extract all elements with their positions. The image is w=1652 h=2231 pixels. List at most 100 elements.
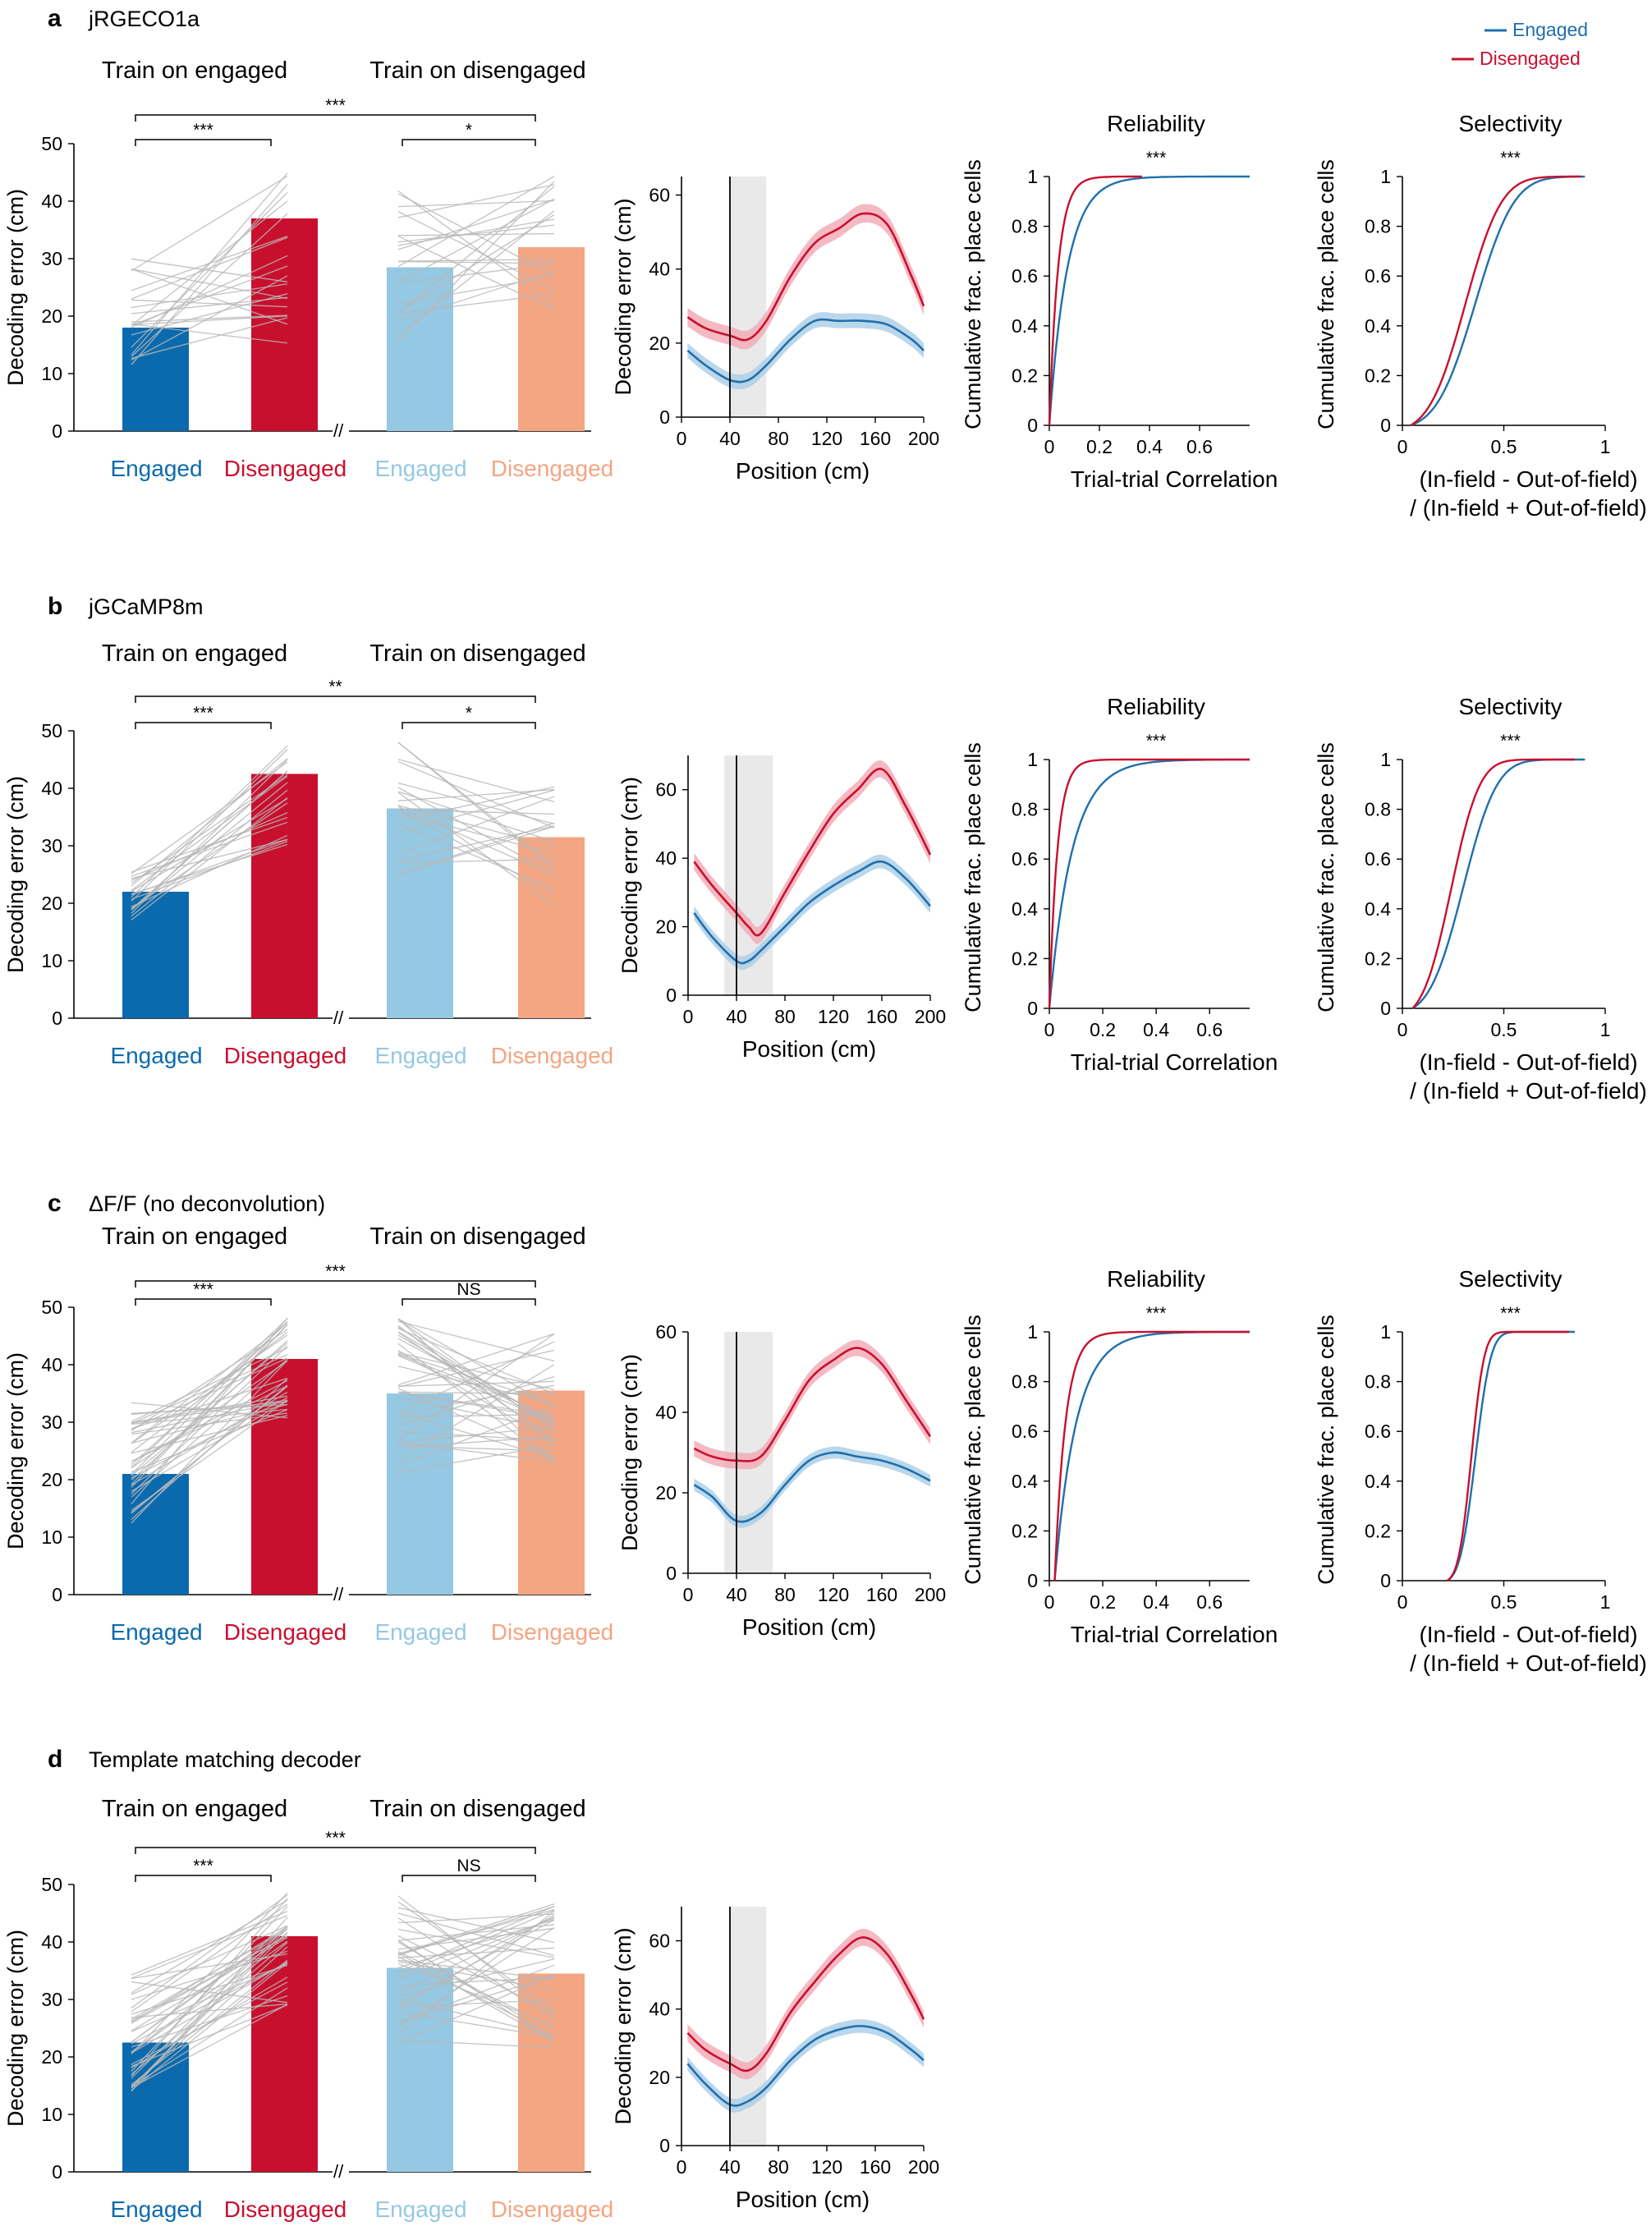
group-label-train-disengaged: Train on disengaged xyxy=(369,640,585,667)
significance-bracket xyxy=(135,722,272,729)
chart-title: Selectivity xyxy=(1458,694,1562,719)
paired-line xyxy=(397,275,555,305)
selectivity-chart: 0 0.2 0.4 0.6 0.8 1 0 0.5 1 Selectivity *** Cumulat… xyxy=(1314,1266,1647,1676)
paired-line xyxy=(131,1415,288,1454)
y-axis-label: Cumulative frac. place cells xyxy=(961,742,985,1012)
y-tick-label: 0.6 xyxy=(1365,1421,1391,1442)
paired-line xyxy=(397,1947,555,1958)
paired-line xyxy=(397,1413,555,1418)
significance-bracket xyxy=(135,1298,272,1306)
paired-line xyxy=(397,1349,555,1444)
significance-label: *** xyxy=(193,704,213,723)
x-tick-label: 80 xyxy=(768,2156,789,2178)
panel-title: Template matching decoder xyxy=(89,1747,361,1772)
x-tick-label: 0.5 xyxy=(1491,436,1517,457)
y-tick-label: 0.4 xyxy=(1365,315,1391,337)
paired-line xyxy=(397,198,555,283)
y-tick-label: 10 xyxy=(41,363,62,384)
axis-break: // xyxy=(333,1584,344,1604)
paired-line xyxy=(131,802,288,909)
significance-bracket xyxy=(402,722,536,729)
significance-bracket xyxy=(135,695,536,703)
paired-line xyxy=(397,823,555,889)
group-label-train-disengaged: Train on disengaged xyxy=(369,1796,585,1822)
panel-title: jRGECO1a xyxy=(88,7,200,31)
paired-line xyxy=(131,236,288,300)
paired-line xyxy=(397,1964,555,2023)
paired-line xyxy=(131,299,288,308)
significance-label: *** xyxy=(1500,732,1521,751)
significance-bracket xyxy=(135,114,536,122)
y-tick-label: 0.6 xyxy=(1012,265,1038,287)
paired-line xyxy=(131,1324,288,1485)
x-tick-label: 80 xyxy=(774,1584,796,1605)
x-tick-label: 0 xyxy=(1397,1591,1408,1613)
cdf-line-engaged xyxy=(1446,1330,1575,1582)
error-band-disengaged xyxy=(687,1929,924,2080)
paired-line xyxy=(397,1430,555,1442)
paired-line xyxy=(131,1331,288,1453)
x-tick-label: 0.2 xyxy=(1090,1019,1116,1040)
paired-line xyxy=(131,1378,288,1521)
x-tick-label: 0 xyxy=(1397,1019,1408,1040)
y-tick-label: 40 xyxy=(41,1931,62,1953)
x-tick-label: 0.6 xyxy=(1196,1019,1223,1040)
paired-line xyxy=(131,1894,288,2008)
paired-line xyxy=(397,259,555,262)
paired-line xyxy=(397,1435,555,1448)
x-tick-label: 160 xyxy=(860,2156,891,2178)
paired-line xyxy=(131,1318,288,1468)
paired-line xyxy=(397,1927,555,1950)
x-tick-label: 40 xyxy=(719,2156,741,2178)
group-label-train-engaged: Train on engaged xyxy=(102,57,287,84)
paired-line xyxy=(131,265,288,326)
x-tick-label: 0.4 xyxy=(1143,1019,1169,1040)
category-label: Disengaged xyxy=(224,1619,346,1645)
x-tick-label: 0 xyxy=(1044,1591,1055,1613)
x-axis-label: (In-field - Out-of-field) xyxy=(1419,1622,1637,1647)
reliability-chart: 0 0.2 0.4 0.6 0.8 1 0 0.2 0.4 0.6 Reliability *** Cu… xyxy=(961,1266,1278,1647)
paired-line xyxy=(131,1964,288,2015)
series-line-disengaged xyxy=(693,1347,932,1462)
y-tick-label: 20 xyxy=(649,2067,670,2088)
paired-line xyxy=(131,1399,288,1492)
paired-line xyxy=(397,1375,555,1427)
y-tick-label: 40 xyxy=(41,778,62,799)
paired-line xyxy=(397,1913,555,1924)
x-tick-label: 160 xyxy=(860,428,891,449)
paired-line xyxy=(131,1379,288,1462)
group-label-train-disengaged: Train on disengaged xyxy=(369,57,585,84)
category-label: Engaged xyxy=(374,1619,466,1645)
paired-line xyxy=(131,172,288,356)
x-tick-label: 0.4 xyxy=(1136,436,1163,457)
paired-line xyxy=(131,1987,288,2087)
paired-line xyxy=(397,1916,555,1993)
y-tick-label: 0 xyxy=(666,1563,677,1584)
x-axis-label-2: / (In-field + Out-of-field) xyxy=(1410,1078,1647,1104)
bar-engaged-train-disengaged xyxy=(387,808,453,1018)
y-tick-label: 10 xyxy=(41,950,62,971)
y-tick-label: 0.8 xyxy=(1365,1371,1391,1393)
x-tick-label: 0 xyxy=(1397,436,1408,457)
y-tick-label: 1 xyxy=(1380,166,1391,187)
panel-title: ΔF/F (no deconvolution) xyxy=(89,1191,325,1216)
x-tick-label: 160 xyxy=(866,1006,897,1027)
series-line-disengaged xyxy=(686,1936,925,2073)
x-tick-label: 0.4 xyxy=(1143,1591,1169,1613)
category-label: Engaged xyxy=(374,1043,466,1068)
x-tick-label: 0.2 xyxy=(1090,1591,1116,1613)
paired-line xyxy=(131,2004,288,2067)
paired-line xyxy=(397,1999,555,2008)
paired-line xyxy=(397,1318,555,1408)
y-tick-label: 0.2 xyxy=(1012,1520,1038,1541)
x-axis-label: Trial-trial Correlation xyxy=(1071,466,1278,492)
bar-chart: 0 10 20 30 40 50 // Decoding error (cm) Engaged D… xyxy=(3,640,613,1068)
paired-line xyxy=(397,825,555,861)
y-tick-label: 0.8 xyxy=(1365,216,1391,237)
paired-line xyxy=(397,1333,555,1386)
category-label: Disengaged xyxy=(224,2197,346,2222)
group-label-train-disengaged: Train on disengaged xyxy=(369,1223,585,1250)
paired-line xyxy=(397,805,555,848)
